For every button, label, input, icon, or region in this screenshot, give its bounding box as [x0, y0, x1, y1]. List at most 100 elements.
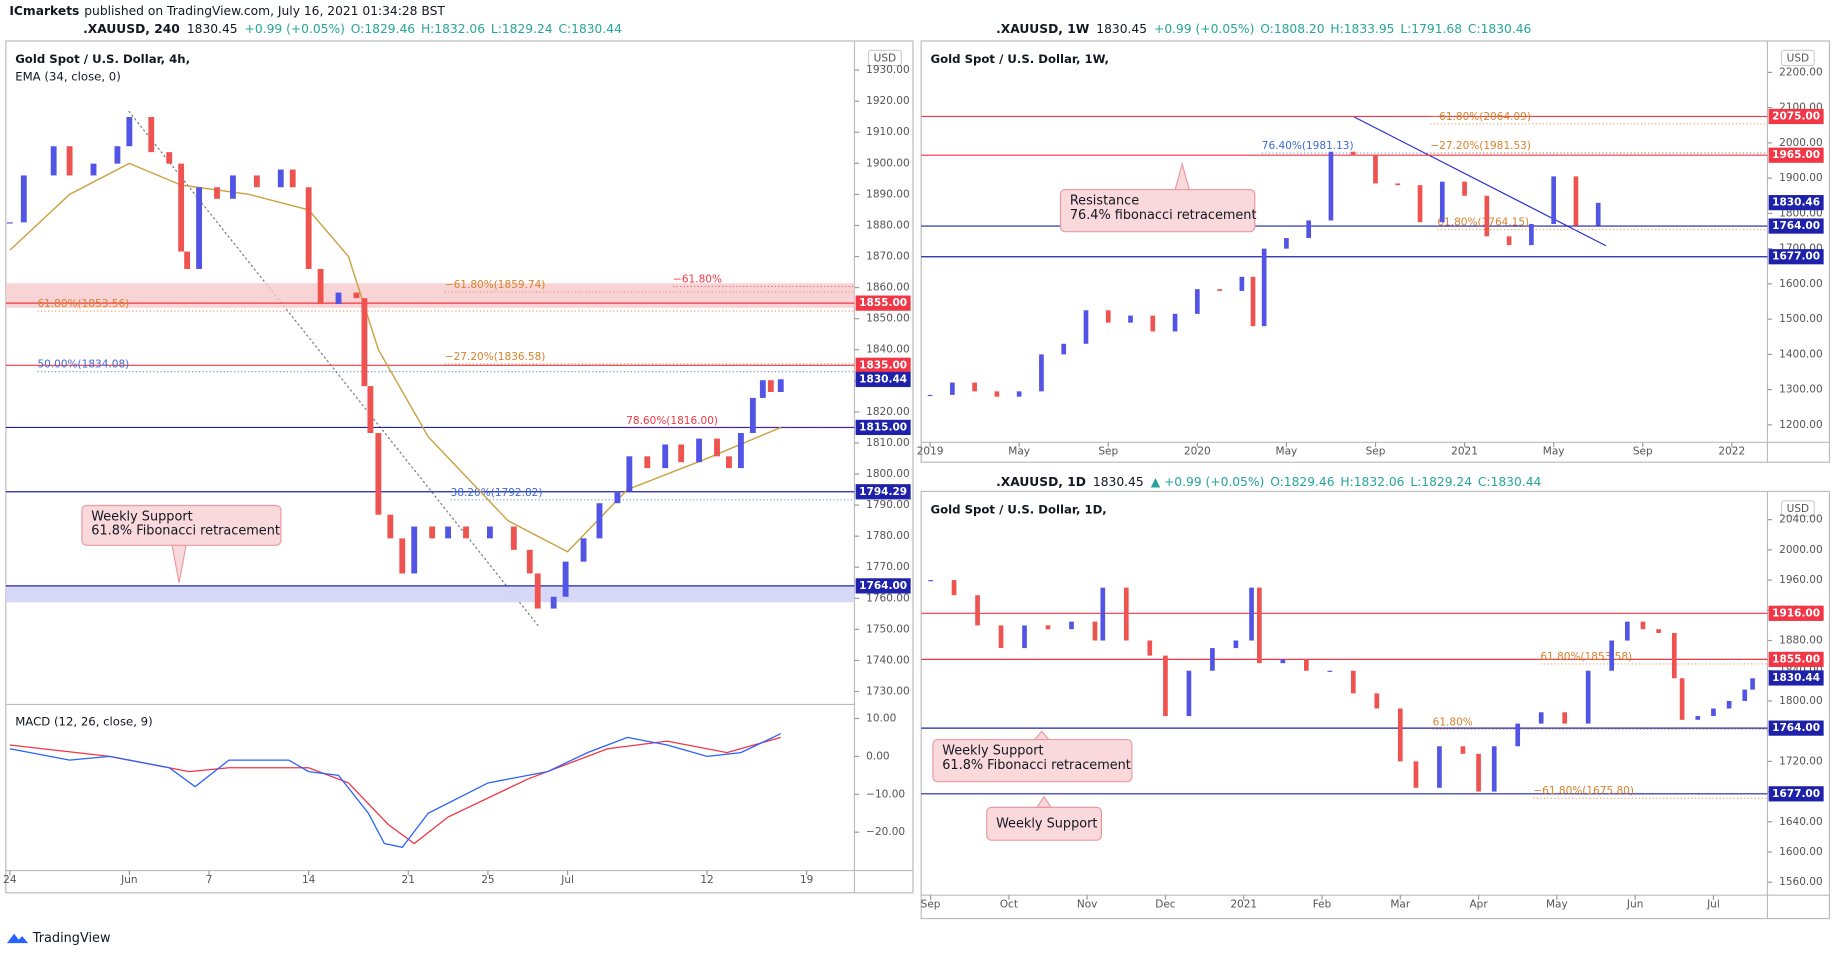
candle [1163, 655, 1168, 717]
chart-title: Gold Spot / U.S. Dollar, 1D, [931, 503, 1107, 517]
published: published on TradingView.com, July 16, 2… [84, 4, 445, 18]
y-tick-label: 1810.00 [866, 437, 910, 449]
signal-line [9, 736, 781, 845]
candle [317, 268, 324, 305]
trendline [1353, 116, 1607, 247]
candle [1529, 223, 1534, 246]
ohlc-value: C:1830.44 [558, 22, 622, 36]
candle [510, 526, 517, 550]
y-tick-label: 1900.00 [866, 157, 910, 169]
candle [463, 526, 469, 539]
level-price-tag [1768, 786, 1824, 802]
x-tick-label: 2019 [917, 446, 944, 458]
candle [928, 580, 933, 582]
candle [550, 596, 557, 609]
x-tick-label: Apr [1469, 899, 1488, 911]
chart-title: Gold Spot / U.S. Dollar, 1W, [931, 52, 1109, 66]
fib-label: 50.00%(1834.08) [37, 359, 129, 371]
y-tick-label: 1720.00 [1779, 755, 1823, 767]
candle [1491, 746, 1497, 792]
callout-text: Weekly Support [91, 510, 192, 525]
y-tick-label: 1640.00 [1779, 816, 1823, 828]
candle [411, 526, 418, 574]
candle [1462, 181, 1467, 196]
level-price-label: 1677.00 [1772, 251, 1820, 263]
resistance-zone [5, 283, 855, 308]
symbol: .XAUUSD, 1D [996, 475, 1086, 489]
candle [1640, 621, 1646, 630]
candle [1280, 659, 1286, 664]
panel-border [920, 40, 1831, 463]
candle [1538, 712, 1544, 724]
y-tick-label: 1200.00 [1779, 419, 1823, 431]
macd-line [9, 733, 781, 849]
fib-label: 61.80%(1853.56) [37, 298, 129, 310]
candle [950, 382, 955, 395]
fib-diagonal [128, 110, 539, 627]
candle [614, 491, 621, 504]
candle [1750, 678, 1755, 690]
symbol: .XAUUSD, 240 [83, 22, 180, 36]
y-tick-label: 1770.00 [866, 561, 910, 573]
ohlc-value: H:1832.06 [1340, 475, 1404, 489]
level-price-tag [855, 578, 911, 594]
symbol-header: .XAUUSD, 1W 1830.45 +0.99 (+0.05%) O:1808.2… [996, 22, 1531, 36]
candle [1417, 185, 1423, 223]
y-tick-label: 1400.00 [1779, 348, 1823, 360]
level-price-tag [855, 295, 911, 311]
candle [1679, 678, 1685, 720]
candle [1726, 700, 1732, 709]
y-tick-label: 1840.00 [866, 344, 910, 356]
callout-pointer [1035, 795, 1053, 808]
candle [178, 163, 185, 252]
candle [1585, 670, 1591, 724]
candle [1562, 712, 1568, 724]
candle [166, 152, 173, 164]
macd-title: MACD (12, 26, close, 9) [15, 714, 152, 728]
fib-label: 78.60%(1816.00) [626, 415, 718, 427]
candle [972, 382, 977, 392]
candle [759, 380, 766, 398]
fib-label: −61.80%(1675.80) [1533, 785, 1634, 797]
candle [1284, 238, 1289, 249]
level-price-label: 1677.00 [1772, 788, 1820, 800]
y-tick-label: 1920.00 [866, 95, 910, 107]
candle [767, 380, 774, 392]
level-price-label: 1764.00 [1772, 220, 1820, 232]
y-tick-label: 1780.00 [866, 530, 910, 542]
callout-text: Weekly Support [996, 816, 1097, 831]
candle [429, 526, 436, 539]
candle [353, 292, 360, 299]
candle [777, 379, 784, 392]
candle [596, 503, 603, 539]
level-price-label: 1794.29 [859, 486, 907, 498]
y-tick-label: 1800.00 [1779, 207, 1823, 219]
fib-label: 61.80%(1853.58) [1540, 651, 1632, 663]
candle [951, 580, 957, 596]
fib-label: −61.80% [673, 273, 722, 285]
level-price-tag [1768, 651, 1824, 667]
callout-pointer [1033, 730, 1051, 741]
candle [1609, 640, 1615, 671]
y-tick-label: −20.00 [866, 826, 905, 838]
change: ▲ +0.99 (+0.05%) [1151, 475, 1265, 489]
x-tick-label: May [1008, 446, 1030, 458]
candle [1194, 289, 1200, 314]
y-tick-label: 1900.00 [1779, 172, 1823, 184]
last-price-tag [1768, 670, 1824, 686]
candle [335, 292, 342, 305]
y-tick-label: 1930.00 [866, 64, 910, 76]
candle [1233, 640, 1239, 649]
candle [696, 438, 703, 463]
candle [1306, 220, 1312, 239]
y-tick-label: 1750.00 [866, 623, 910, 635]
candle [1476, 753, 1481, 792]
y-tick-label: 1820.00 [866, 406, 910, 418]
y-tick-label: 1600.00 [1779, 278, 1823, 290]
candle [1573, 176, 1579, 226]
y-tick-label: 1790.00 [866, 499, 910, 511]
x-tick-label: Oct [1000, 899, 1018, 911]
callout-text: 61.8% Fibonacci retracement [91, 524, 280, 539]
y-tick-label: 1730.00 [866, 686, 910, 698]
